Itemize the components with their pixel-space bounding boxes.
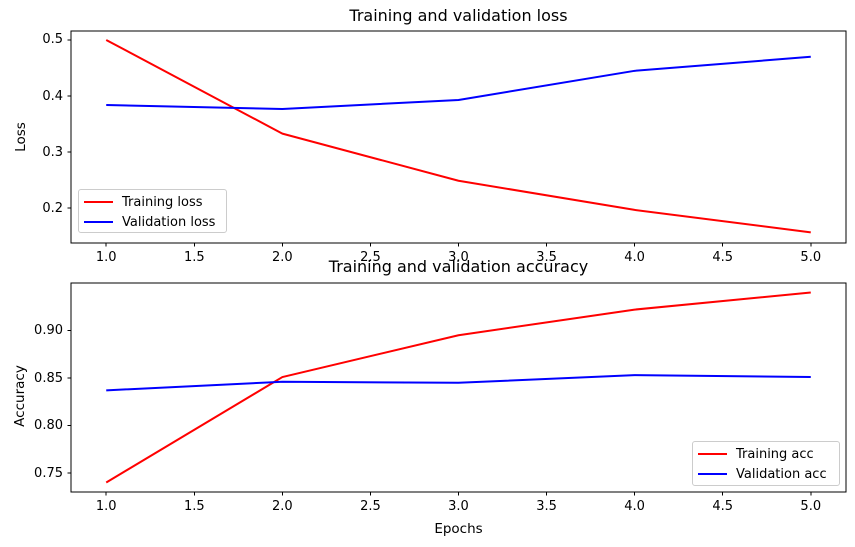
chart1-x-tick-label: 4.0 (624, 250, 645, 265)
chart2-x-tick-label: 1.0 (95, 499, 117, 514)
chart2-y-tick-label: 0.85 (34, 370, 63, 386)
chart1-x-tick-label: 1.0 (95, 250, 117, 265)
series-line-training-loss (105, 39, 811, 234)
legend-item-validation-loss: Validation loss (79, 212, 226, 232)
chart1-x-tick-label: 4.5 (712, 250, 734, 265)
legend-label-training-acc: Training acc (736, 446, 814, 462)
chart2-x-tick-label: 3.0 (448, 499, 469, 514)
chart1-x-tick-label: 3.0 (448, 250, 469, 265)
legend-label-training-loss: Training loss (122, 194, 203, 210)
chart1-x-tick-label: 5.0 (800, 250, 822, 265)
chart2-x-tick-label: 2.5 (360, 499, 381, 514)
chart1-x-tick-label: 2.5 (360, 250, 381, 265)
training-loss-line-sample (84, 201, 113, 203)
chart2-x-tick-label: 3.5 (536, 499, 557, 514)
chart1-y-tick-label: 0.5 (42, 32, 63, 48)
chart2-x-tick-label: 4.0 (624, 499, 645, 514)
training-acc-line-sample (698, 453, 727, 455)
chart2-legend: Training acc Validation acc (692, 441, 840, 486)
validation-acc-line-sample (698, 473, 727, 475)
chart2-x-tick-label: 4.5 (712, 499, 734, 514)
chart1-x-tick-label: 3.5 (536, 250, 557, 265)
legend-label-validation-acc: Validation acc (736, 466, 827, 482)
chart1-x-tick-label: 2.0 (272, 250, 293, 265)
chart2-title: Training and validation accuracy (328, 257, 589, 276)
validation-loss-line-sample (84, 221, 113, 223)
legend-item-training-acc: Training acc (693, 444, 839, 464)
legend-item-training-loss: Training loss (79, 192, 226, 212)
chart1-x-tick-label: 1.5 (183, 250, 205, 265)
series-line-training-acc (105, 291, 811, 484)
chart1-y-tick-label: 0.4 (42, 88, 63, 104)
chart1-y-tick-label: 0.2 (42, 200, 63, 216)
chart1-title: Training and validation loss (349, 6, 568, 25)
legend-label-validation-loss: Validation loss (122, 214, 216, 230)
series-line-validation-acc (106, 374, 811, 392)
chart2-x-tick-label: 1.5 (183, 499, 205, 514)
legend-item-validation-acc: Validation acc (693, 464, 839, 484)
chart1-legend: Training loss Validation loss (78, 189, 227, 233)
series-line-validation-loss (106, 55, 811, 110)
chart1-y-tick-label: 0.3 (42, 144, 63, 160)
chart2-x-axis-label: Epochs (434, 521, 483, 537)
chart2-y-tick-label: 0.75 (34, 465, 63, 481)
chart2-x-tick-label: 2.0 (272, 499, 293, 514)
chart2-y-tick-label: 0.90 (34, 323, 63, 338)
chart2-x-tick-label: 5.0 (800, 499, 822, 514)
chart2-y-tick-label: 0.80 (34, 418, 63, 433)
